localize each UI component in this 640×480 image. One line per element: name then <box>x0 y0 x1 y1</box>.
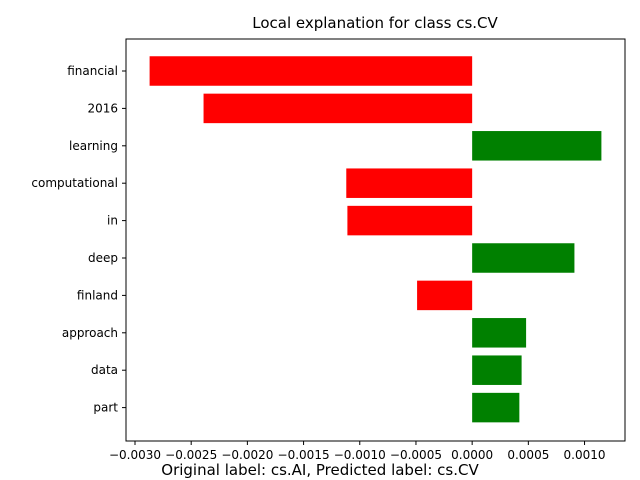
x-tick-label: −0.0015 <box>278 448 330 462</box>
y-tick-label: 2016 <box>87 101 118 115</box>
y-tick-label: data <box>91 363 118 377</box>
x-tick-label: 0.0010 <box>564 448 606 462</box>
bar-finland <box>417 280 473 311</box>
bar-data <box>472 355 522 385</box>
x-tick-label: −0.0030 <box>109 448 161 462</box>
chart-title: Local explanation for class cs.CV <box>252 14 498 32</box>
bars-group <box>149 56 602 423</box>
y-tick-label: part <box>93 401 118 415</box>
bar-deep <box>472 243 575 273</box>
bar-2016 <box>203 93 473 124</box>
x-tick-label: 0.0000 <box>451 448 493 462</box>
plot-frame <box>125 38 626 442</box>
y-tick-label: finland <box>77 288 118 302</box>
bar-financial <box>149 56 473 86</box>
y-tick-label: deep <box>88 251 118 265</box>
bar-computational <box>346 168 473 198</box>
bar-approach <box>472 318 527 348</box>
x-tick-label: −0.0010 <box>334 448 386 462</box>
chart-caption: Original label: cs.AI, Predicted label: … <box>161 461 479 479</box>
y-tick-label: computational <box>31 176 118 190</box>
bar-in <box>347 205 473 236</box>
y-tick-label: in <box>107 214 118 228</box>
bar-part <box>472 392 520 423</box>
y-tick-label: financial <box>67 64 118 78</box>
x-axis-ticks: −0.0030 −0.0025 −0.0020 −0.0015 −0.0010 −0.00… <box>109 441 606 462</box>
x-tick-label: −0.0025 <box>165 448 217 462</box>
bar-learning <box>472 131 602 161</box>
y-tick-label: approach <box>62 326 118 340</box>
y-tick-label: learning <box>69 139 118 153</box>
y-axis-ticks: financial 2016 learning computational in deep… <box>31 64 126 415</box>
x-tick-label: −0.0020 <box>221 448 273 462</box>
x-tick-label: −0.0005 <box>390 448 442 462</box>
x-tick-label: 0.0005 <box>507 448 549 462</box>
